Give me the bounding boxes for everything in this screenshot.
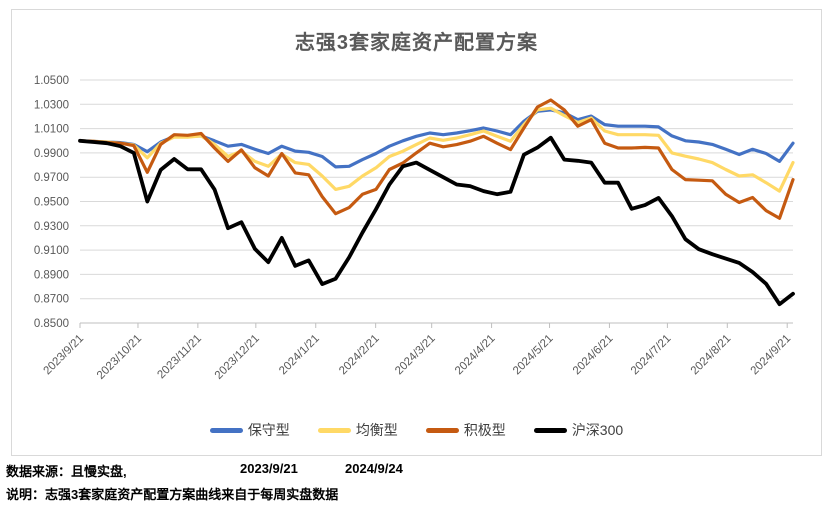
x-tick-label: 2023/9/21 — [41, 333, 86, 378]
x-tick-label: 2023/11/21 — [155, 333, 204, 382]
y-tick-label: 0.9300 — [34, 221, 69, 233]
legend-swatch-aggressive — [425, 427, 459, 433]
chart-title: 志强3套家庭资产配置方案 — [294, 32, 539, 54]
line-chart: 1.0500 1.0300 1.0100 0.9900 0.9700 0.9500 0.93… — [34, 75, 795, 382]
legend-item-balanced[interactable]: 均衡型 — [317, 420, 398, 440]
footer-note: 说明：志强3套家庭资产配置方案曲线来自于每周实盘数据 — [6, 487, 339, 502]
x-tick-label: 2024/9/21 — [749, 333, 794, 378]
x-tick-label: 2023/10/21 — [95, 333, 144, 382]
y-tick-label: 0.8700 — [34, 294, 69, 306]
series-line-aggressive — [78, 98, 795, 220]
data-source-label: 数据来源：且慢实盘, — [6, 464, 127, 479]
y-tick-label: 0.8900 — [34, 269, 69, 281]
x-tick-label: 2023/12/21 — [213, 333, 262, 382]
footer-source-line: 数据来源：且慢实盘, 2023/9/21 2024/9/24 — [0, 461, 832, 479]
x-tick-label: 2024/7/21 — [629, 333, 674, 378]
x-tick-label: 2024/8/21 — [689, 333, 734, 378]
y-axis-labels: 1.0500 1.0300 1.0100 0.9900 0.9700 0.9500 0.93… — [34, 75, 69, 330]
legend-item-aggressive[interactable]: 积极型 — [425, 420, 506, 440]
legend-item-csi300[interactable]: 沪深300 — [533, 420, 624, 440]
legend-item-conservative[interactable]: 保守型 — [209, 420, 290, 440]
x-tick-label: 2024/1/21 — [277, 333, 322, 378]
x-tick-label: 2024/3/21 — [393, 333, 438, 378]
legend-label-aggressive: 积极型 — [463, 422, 506, 438]
gridlines — [80, 79, 793, 300]
footer: 数据来源：且慢实盘, 2023/9/21 2024/9/24 说明：志强3套家庭… — [0, 456, 832, 508]
footer-start-date: 2023/9/21 — [240, 461, 298, 476]
series-line-balanced — [78, 106, 795, 193]
footer-end-date: 2024/9/24 — [345, 461, 403, 476]
legend-label-csi300: 沪深300 — [571, 422, 624, 438]
y-tick-label: 0.9900 — [34, 148, 69, 160]
legend-label-conservative: 保守型 — [247, 422, 290, 438]
chart-legend: 保守型 均衡型 积极型 沪深300 — [12, 420, 821, 440]
series-lines — [78, 98, 795, 307]
x-axis-line — [79, 322, 793, 328]
y-tick-label: 1.0100 — [34, 124, 69, 136]
x-tick-label: 2024/5/21 — [511, 333, 556, 378]
legend-swatch-csi300 — [533, 427, 567, 433]
y-tick-label: 1.0300 — [34, 99, 69, 111]
series-line-csi300 — [78, 135, 795, 307]
legend-swatch-balanced — [317, 427, 351, 433]
y-tick-label: 0.9700 — [34, 172, 69, 184]
y-tick-label: 0.9500 — [34, 197, 69, 209]
legend-swatch-conservative — [209, 427, 243, 433]
x-axis-labels: 2023/9/21 2023/10/21 2023/11/21 2023/12/21 2… — [41, 333, 793, 382]
y-tick-label: 0.9100 — [34, 245, 69, 257]
y-tick-label: 0.8500 — [34, 318, 69, 330]
legend-label-balanced: 均衡型 — [355, 422, 398, 438]
x-tick-label: 2024/6/21 — [571, 333, 616, 378]
chart-area[interactable]: 志强3套家庭资产配置方案 1.0500 1.0300 1.0100 0.9900 0.9… — [11, 9, 822, 456]
x-tick-label: 2024/4/21 — [453, 333, 498, 378]
x-tick-label: 2024/2/21 — [337, 333, 382, 378]
y-tick-label: 1.0500 — [34, 75, 69, 87]
